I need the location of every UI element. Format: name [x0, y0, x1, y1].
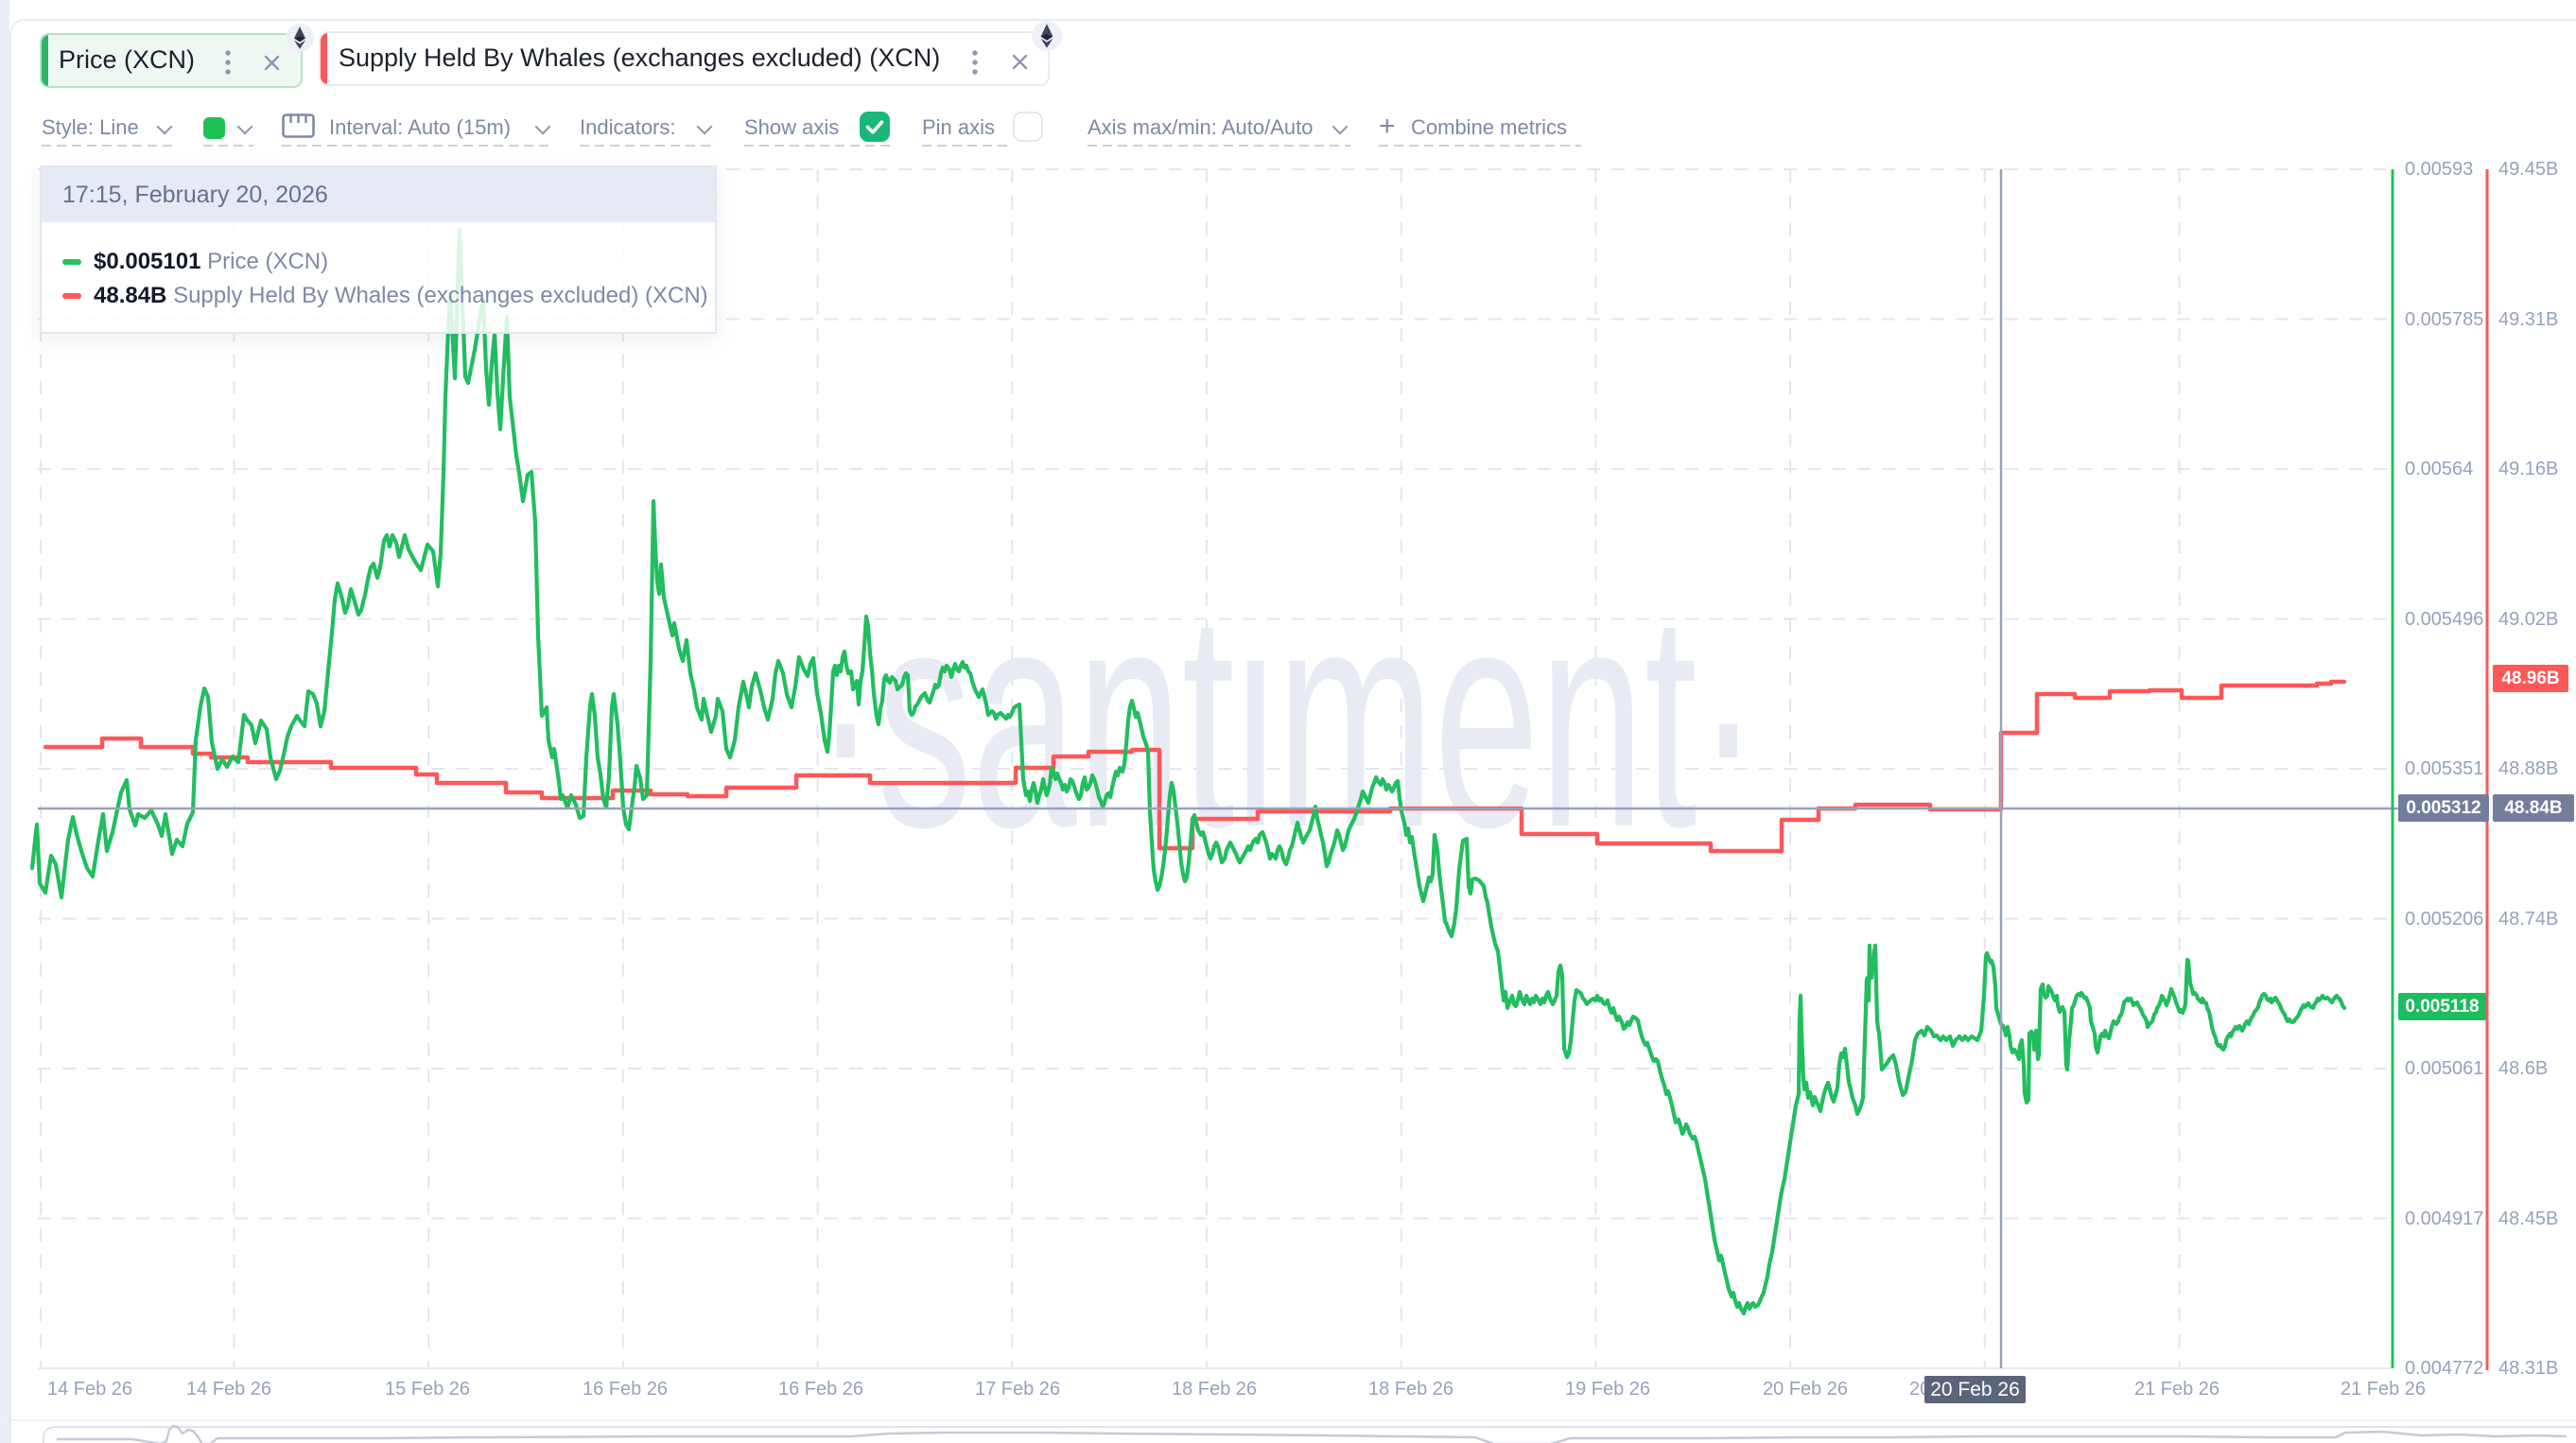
svg-text:·santiment·: ·santiment· [814, 543, 1760, 892]
